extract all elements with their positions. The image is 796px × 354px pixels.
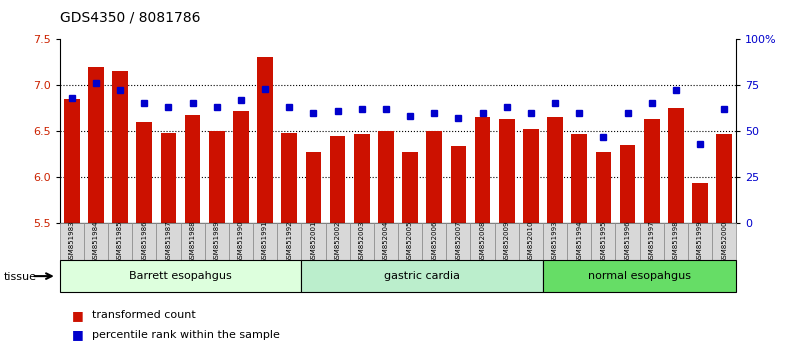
- FancyBboxPatch shape: [84, 223, 108, 260]
- Bar: [595, 152, 611, 223]
- FancyBboxPatch shape: [132, 223, 156, 260]
- Text: GSM851984: GSM851984: [93, 220, 99, 263]
- FancyBboxPatch shape: [229, 223, 253, 260]
- Text: GSM851996: GSM851996: [625, 220, 630, 263]
- Bar: [402, 152, 418, 223]
- FancyBboxPatch shape: [349, 223, 374, 260]
- Text: gastric cardia: gastric cardia: [384, 271, 460, 281]
- Text: GSM852009: GSM852009: [504, 220, 509, 263]
- FancyBboxPatch shape: [398, 223, 422, 260]
- FancyBboxPatch shape: [422, 223, 447, 260]
- FancyBboxPatch shape: [302, 223, 326, 260]
- FancyBboxPatch shape: [205, 223, 229, 260]
- Bar: [693, 183, 708, 223]
- FancyBboxPatch shape: [591, 223, 615, 260]
- FancyBboxPatch shape: [567, 223, 591, 260]
- Text: GSM851995: GSM851995: [600, 220, 607, 263]
- Bar: [668, 108, 684, 223]
- Bar: [499, 119, 514, 223]
- Bar: [330, 136, 345, 223]
- FancyBboxPatch shape: [494, 223, 519, 260]
- FancyBboxPatch shape: [640, 223, 664, 260]
- Bar: [523, 129, 539, 223]
- Bar: [620, 145, 635, 223]
- FancyBboxPatch shape: [156, 223, 181, 260]
- Text: GSM852008: GSM852008: [479, 220, 486, 263]
- FancyBboxPatch shape: [108, 223, 132, 260]
- Bar: [644, 119, 660, 223]
- Bar: [378, 131, 394, 223]
- FancyBboxPatch shape: [543, 223, 567, 260]
- Bar: [88, 67, 103, 223]
- FancyBboxPatch shape: [326, 223, 349, 260]
- FancyBboxPatch shape: [60, 260, 302, 292]
- Bar: [572, 134, 587, 223]
- FancyBboxPatch shape: [712, 223, 736, 260]
- Text: ■: ■: [72, 309, 84, 321]
- Text: tissue: tissue: [4, 272, 37, 282]
- Bar: [64, 99, 80, 223]
- FancyBboxPatch shape: [519, 223, 543, 260]
- Text: GSM851989: GSM851989: [214, 220, 220, 263]
- Text: normal esopahgus: normal esopahgus: [588, 271, 691, 281]
- FancyBboxPatch shape: [253, 223, 277, 260]
- Text: GSM852007: GSM852007: [455, 220, 462, 263]
- Bar: [257, 57, 273, 223]
- FancyBboxPatch shape: [688, 223, 712, 260]
- Text: GSM852003: GSM852003: [359, 220, 365, 263]
- Bar: [233, 111, 249, 223]
- Text: GSM852002: GSM852002: [334, 221, 341, 263]
- Text: GSM851999: GSM851999: [697, 220, 703, 263]
- Text: GSM852010: GSM852010: [528, 220, 534, 263]
- Text: ■: ■: [72, 328, 84, 341]
- Text: GSM851991: GSM851991: [262, 220, 268, 263]
- Text: GSM852005: GSM852005: [407, 221, 413, 263]
- Text: GSM851994: GSM851994: [576, 220, 582, 263]
- Text: GSM851992: GSM851992: [287, 220, 292, 263]
- Bar: [547, 117, 563, 223]
- Text: GSM852006: GSM852006: [431, 220, 437, 263]
- Text: GSM851990: GSM851990: [238, 220, 244, 263]
- Text: GSM851998: GSM851998: [673, 220, 679, 263]
- Text: transformed count: transformed count: [92, 310, 195, 320]
- Bar: [209, 131, 224, 223]
- Text: GSM851985: GSM851985: [117, 220, 123, 263]
- Bar: [112, 71, 128, 223]
- Text: percentile rank within the sample: percentile rank within the sample: [92, 330, 279, 339]
- FancyBboxPatch shape: [447, 223, 470, 260]
- Text: GSM851993: GSM851993: [552, 220, 558, 263]
- Text: GSM851987: GSM851987: [166, 220, 171, 263]
- FancyBboxPatch shape: [543, 260, 736, 292]
- Text: GSM852004: GSM852004: [383, 221, 389, 263]
- FancyBboxPatch shape: [60, 223, 84, 260]
- Bar: [427, 131, 442, 223]
- FancyBboxPatch shape: [470, 223, 494, 260]
- Text: GSM851988: GSM851988: [189, 220, 196, 263]
- Text: GSM852000: GSM852000: [721, 220, 728, 263]
- FancyBboxPatch shape: [615, 223, 640, 260]
- Text: GDS4350 / 8081786: GDS4350 / 8081786: [60, 11, 201, 25]
- FancyBboxPatch shape: [664, 223, 688, 260]
- FancyBboxPatch shape: [277, 223, 302, 260]
- Text: GSM851986: GSM851986: [141, 220, 147, 263]
- Bar: [136, 122, 152, 223]
- Bar: [474, 117, 490, 223]
- FancyBboxPatch shape: [181, 223, 205, 260]
- FancyBboxPatch shape: [302, 260, 543, 292]
- Bar: [282, 133, 297, 223]
- Bar: [161, 133, 176, 223]
- Text: Barrett esopahgus: Barrett esopahgus: [129, 271, 232, 281]
- Bar: [716, 134, 732, 223]
- Bar: [185, 115, 201, 223]
- Bar: [306, 152, 322, 223]
- FancyBboxPatch shape: [374, 223, 398, 260]
- Bar: [354, 134, 369, 223]
- Text: GSM852001: GSM852001: [310, 220, 317, 263]
- Bar: [451, 146, 466, 223]
- Text: GSM851983: GSM851983: [68, 220, 75, 263]
- Text: GSM851997: GSM851997: [649, 220, 655, 263]
